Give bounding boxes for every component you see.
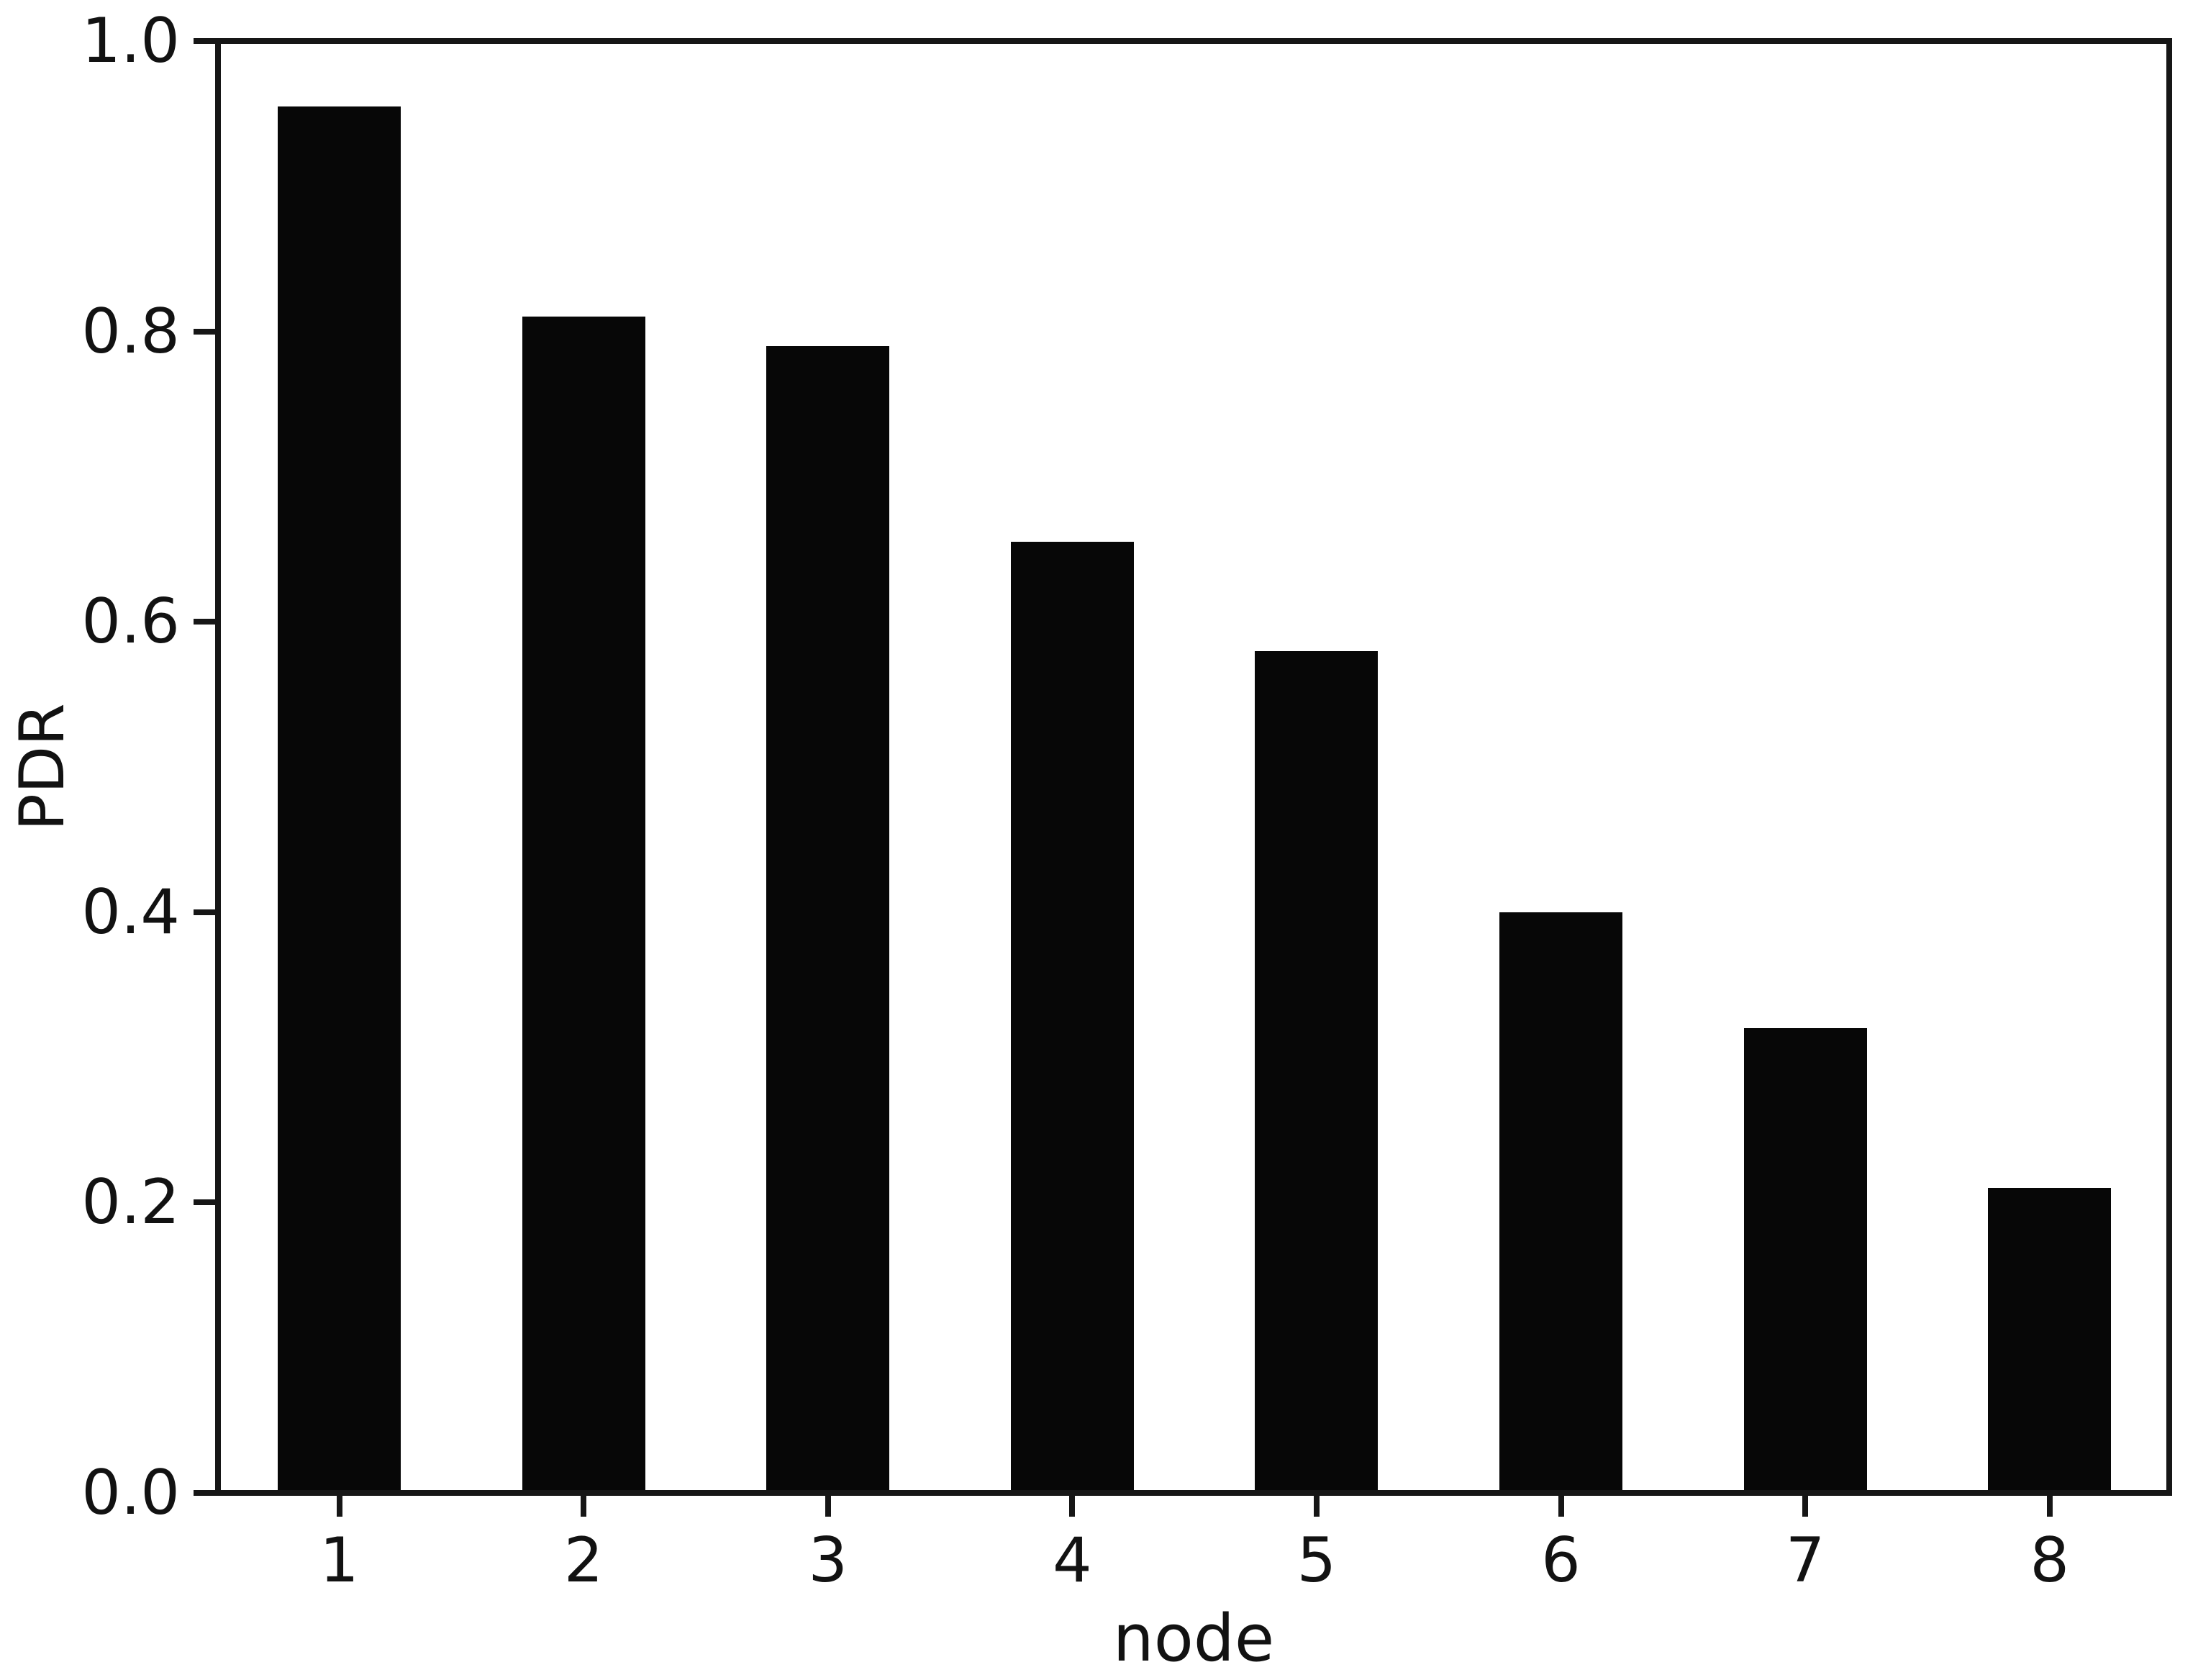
y-tick-label-0.6: 0.6 [81, 586, 180, 658]
x-tick-mark-4 [1069, 1495, 1076, 1517]
x-tick-label-8: 8 [2030, 1525, 2070, 1597]
x-tick-label-7: 7 [1785, 1525, 1825, 1597]
y-tick-label-1.0: 1.0 [81, 5, 180, 77]
x-tick-mark-5 [1313, 1495, 1320, 1517]
y-tick-label-0.4: 0.4 [81, 876, 180, 948]
y-tick-mark-0.0 [194, 1490, 215, 1496]
x-axis-label: node [1112, 1601, 1275, 1676]
y-tick-mark-0.6 [194, 619, 215, 625]
bar-node-5 [1255, 650, 1379, 1493]
y-tick-mark-0.4 [194, 909, 215, 915]
bar-node-8 [1988, 1188, 2112, 1493]
x-tick-mark-1 [336, 1495, 342, 1517]
bar-node-3 [766, 345, 890, 1493]
x-tick-label-4: 4 [1052, 1525, 1092, 1597]
y-tick-mark-0.2 [194, 1199, 215, 1206]
bar-node-7 [1743, 1028, 1867, 1493]
y-tick-label-0.2: 0.2 [81, 1166, 180, 1239]
x-tick-mark-7 [1802, 1495, 1809, 1517]
y-tick-label-0.0: 0.0 [81, 1457, 180, 1529]
x-tick-mark-2 [581, 1495, 587, 1517]
x-tick-mark-3 [825, 1495, 831, 1517]
x-tick-label-5: 5 [1296, 1525, 1337, 1597]
x-tick-label-6: 6 [1541, 1525, 1581, 1597]
y-axis-label: PDR [6, 703, 78, 831]
x-tick-mark-6 [1558, 1495, 1564, 1517]
y-tick-mark-1.0 [194, 38, 215, 44]
y-tick-label-0.8: 0.8 [81, 295, 180, 368]
bar-node-6 [1499, 912, 1622, 1493]
y-tick-mark-0.8 [194, 328, 215, 335]
x-tick-label-3: 3 [808, 1525, 848, 1597]
plot-area-frame [215, 38, 2172, 1496]
x-tick-label-1: 1 [319, 1525, 359, 1597]
bar-node-4 [1010, 542, 1134, 1493]
bar-node-1 [278, 106, 401, 1493]
x-tick-label-2: 2 [563, 1525, 604, 1597]
bar-node-2 [522, 317, 645, 1493]
x-tick-mark-8 [2046, 1495, 2053, 1517]
